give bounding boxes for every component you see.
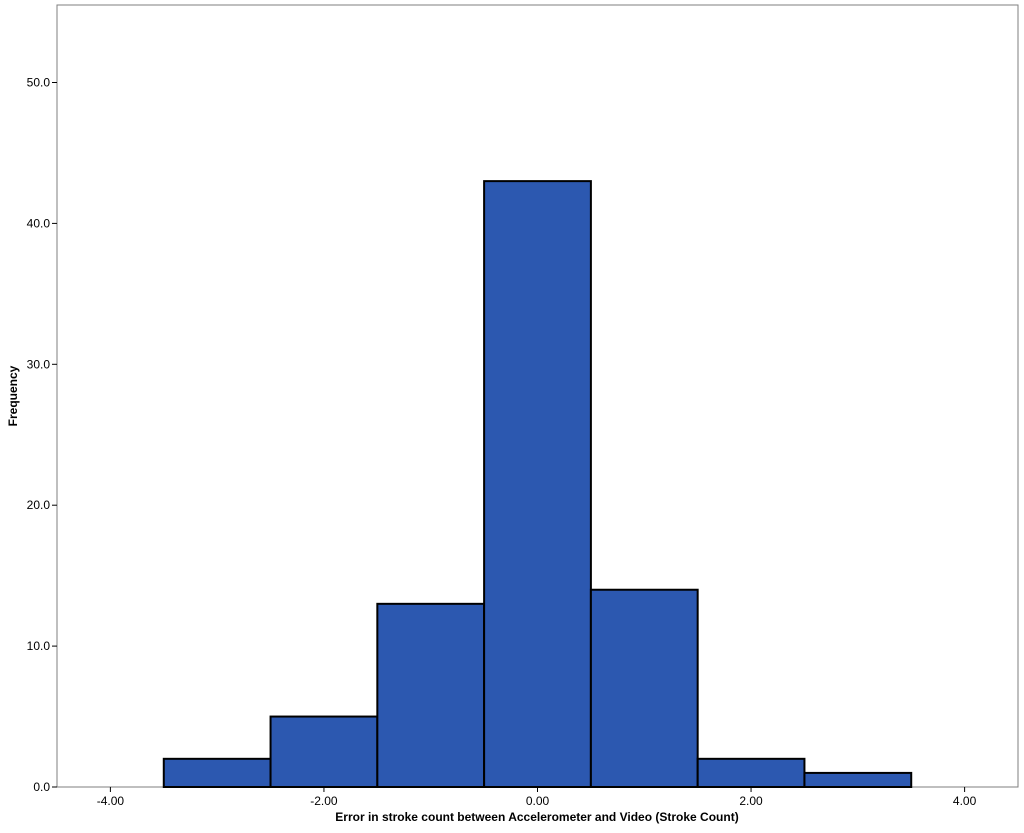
- x-tick-label: 0.00: [526, 794, 550, 808]
- histogram-bar: [483, 180, 592, 789]
- histogram-bar: [803, 771, 913, 789]
- y-tick-label: 50.0: [27, 75, 51, 89]
- histogram-bar: [162, 757, 272, 789]
- y-axis: 0.0 10.0 20.0 30.0 40.0 50.0: [27, 75, 57, 794]
- x-tick-label: 2.00: [739, 794, 763, 808]
- histogram-bar: [696, 757, 806, 789]
- histogram-bar: [589, 588, 699, 788]
- y-tick-label: 0.0: [33, 780, 50, 794]
- y-axis-title: Frequency: [6, 365, 20, 426]
- histogram-bar: [269, 715, 379, 789]
- histogram-bar: [376, 602, 486, 789]
- y-tick-label: 10.0: [27, 639, 51, 653]
- x-axis: -4.00 -2.00 0.00 2.00 4.00: [97, 787, 977, 808]
- x-tick-label: -4.00: [97, 794, 125, 808]
- x-tick-label: -2.00: [310, 794, 338, 808]
- x-tick-label: 4.00: [953, 794, 977, 808]
- bars-group: [162, 180, 913, 789]
- y-tick-label: 20.0: [27, 498, 51, 512]
- y-tick-label: 40.0: [27, 216, 51, 230]
- y-tick-label: 30.0: [27, 357, 51, 371]
- x-axis-title: Error in stroke count between Accelerome…: [335, 810, 738, 824]
